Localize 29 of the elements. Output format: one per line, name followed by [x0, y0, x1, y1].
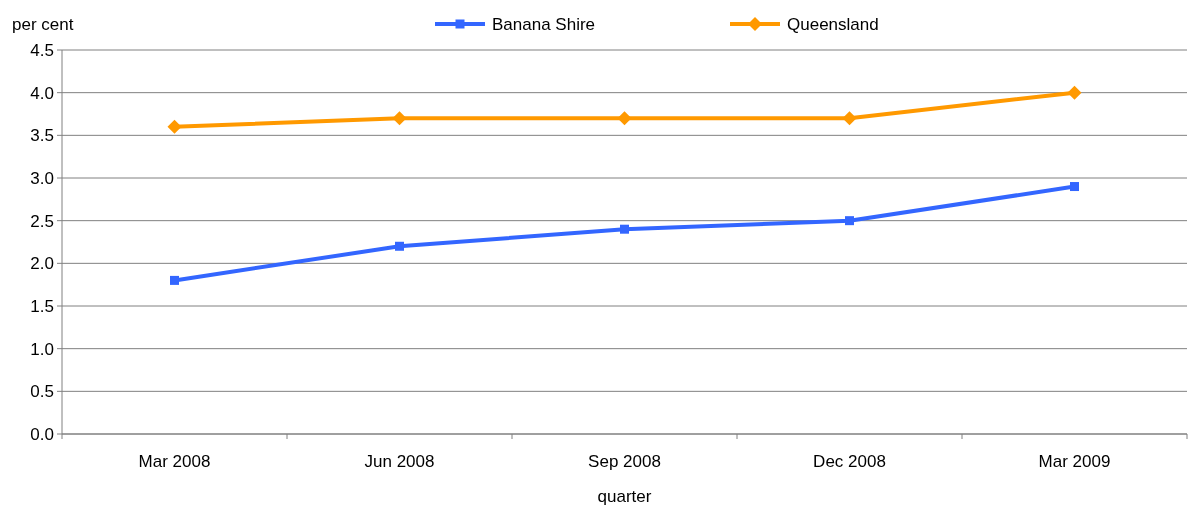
- x-tick-label: Dec 2008: [813, 452, 886, 471]
- y-tick-label: 0.0: [30, 424, 54, 444]
- point: [1070, 182, 1079, 192]
- point: [845, 216, 854, 226]
- point: [392, 111, 407, 126]
- point: [167, 119, 182, 134]
- x-tick-label: Sep 2008: [588, 452, 661, 471]
- x-tick-label: Mar 2008: [138, 452, 211, 471]
- point: [1067, 85, 1082, 100]
- legend-label: Queensland: [787, 14, 879, 34]
- point: [170, 275, 179, 285]
- point: [620, 224, 629, 234]
- point: [842, 111, 857, 126]
- y-tick-label: 1.0: [30, 339, 54, 359]
- y-tick-label: 4.0: [30, 83, 54, 103]
- y-tick-label: 2.5: [30, 211, 54, 231]
- y-tick-label: 2.0: [30, 254, 54, 274]
- x-tick-label: Jun 2008: [364, 452, 435, 471]
- y-tick-label: 0.5: [30, 382, 54, 402]
- y-tick-label: 3.5: [30, 126, 54, 146]
- x-axis-title: quarter: [597, 487, 652, 506]
- y-tick-label: 1.5: [30, 296, 54, 316]
- y-axis-title: per cent: [12, 15, 74, 34]
- y-tick-label: 3.0: [30, 168, 54, 188]
- point: [617, 111, 632, 126]
- legend-label: Banana Shire: [492, 14, 596, 34]
- point: [395, 241, 404, 251]
- y-tick-label: 4.5: [30, 40, 54, 60]
- x-tick-label: Mar 2009: [1038, 452, 1111, 471]
